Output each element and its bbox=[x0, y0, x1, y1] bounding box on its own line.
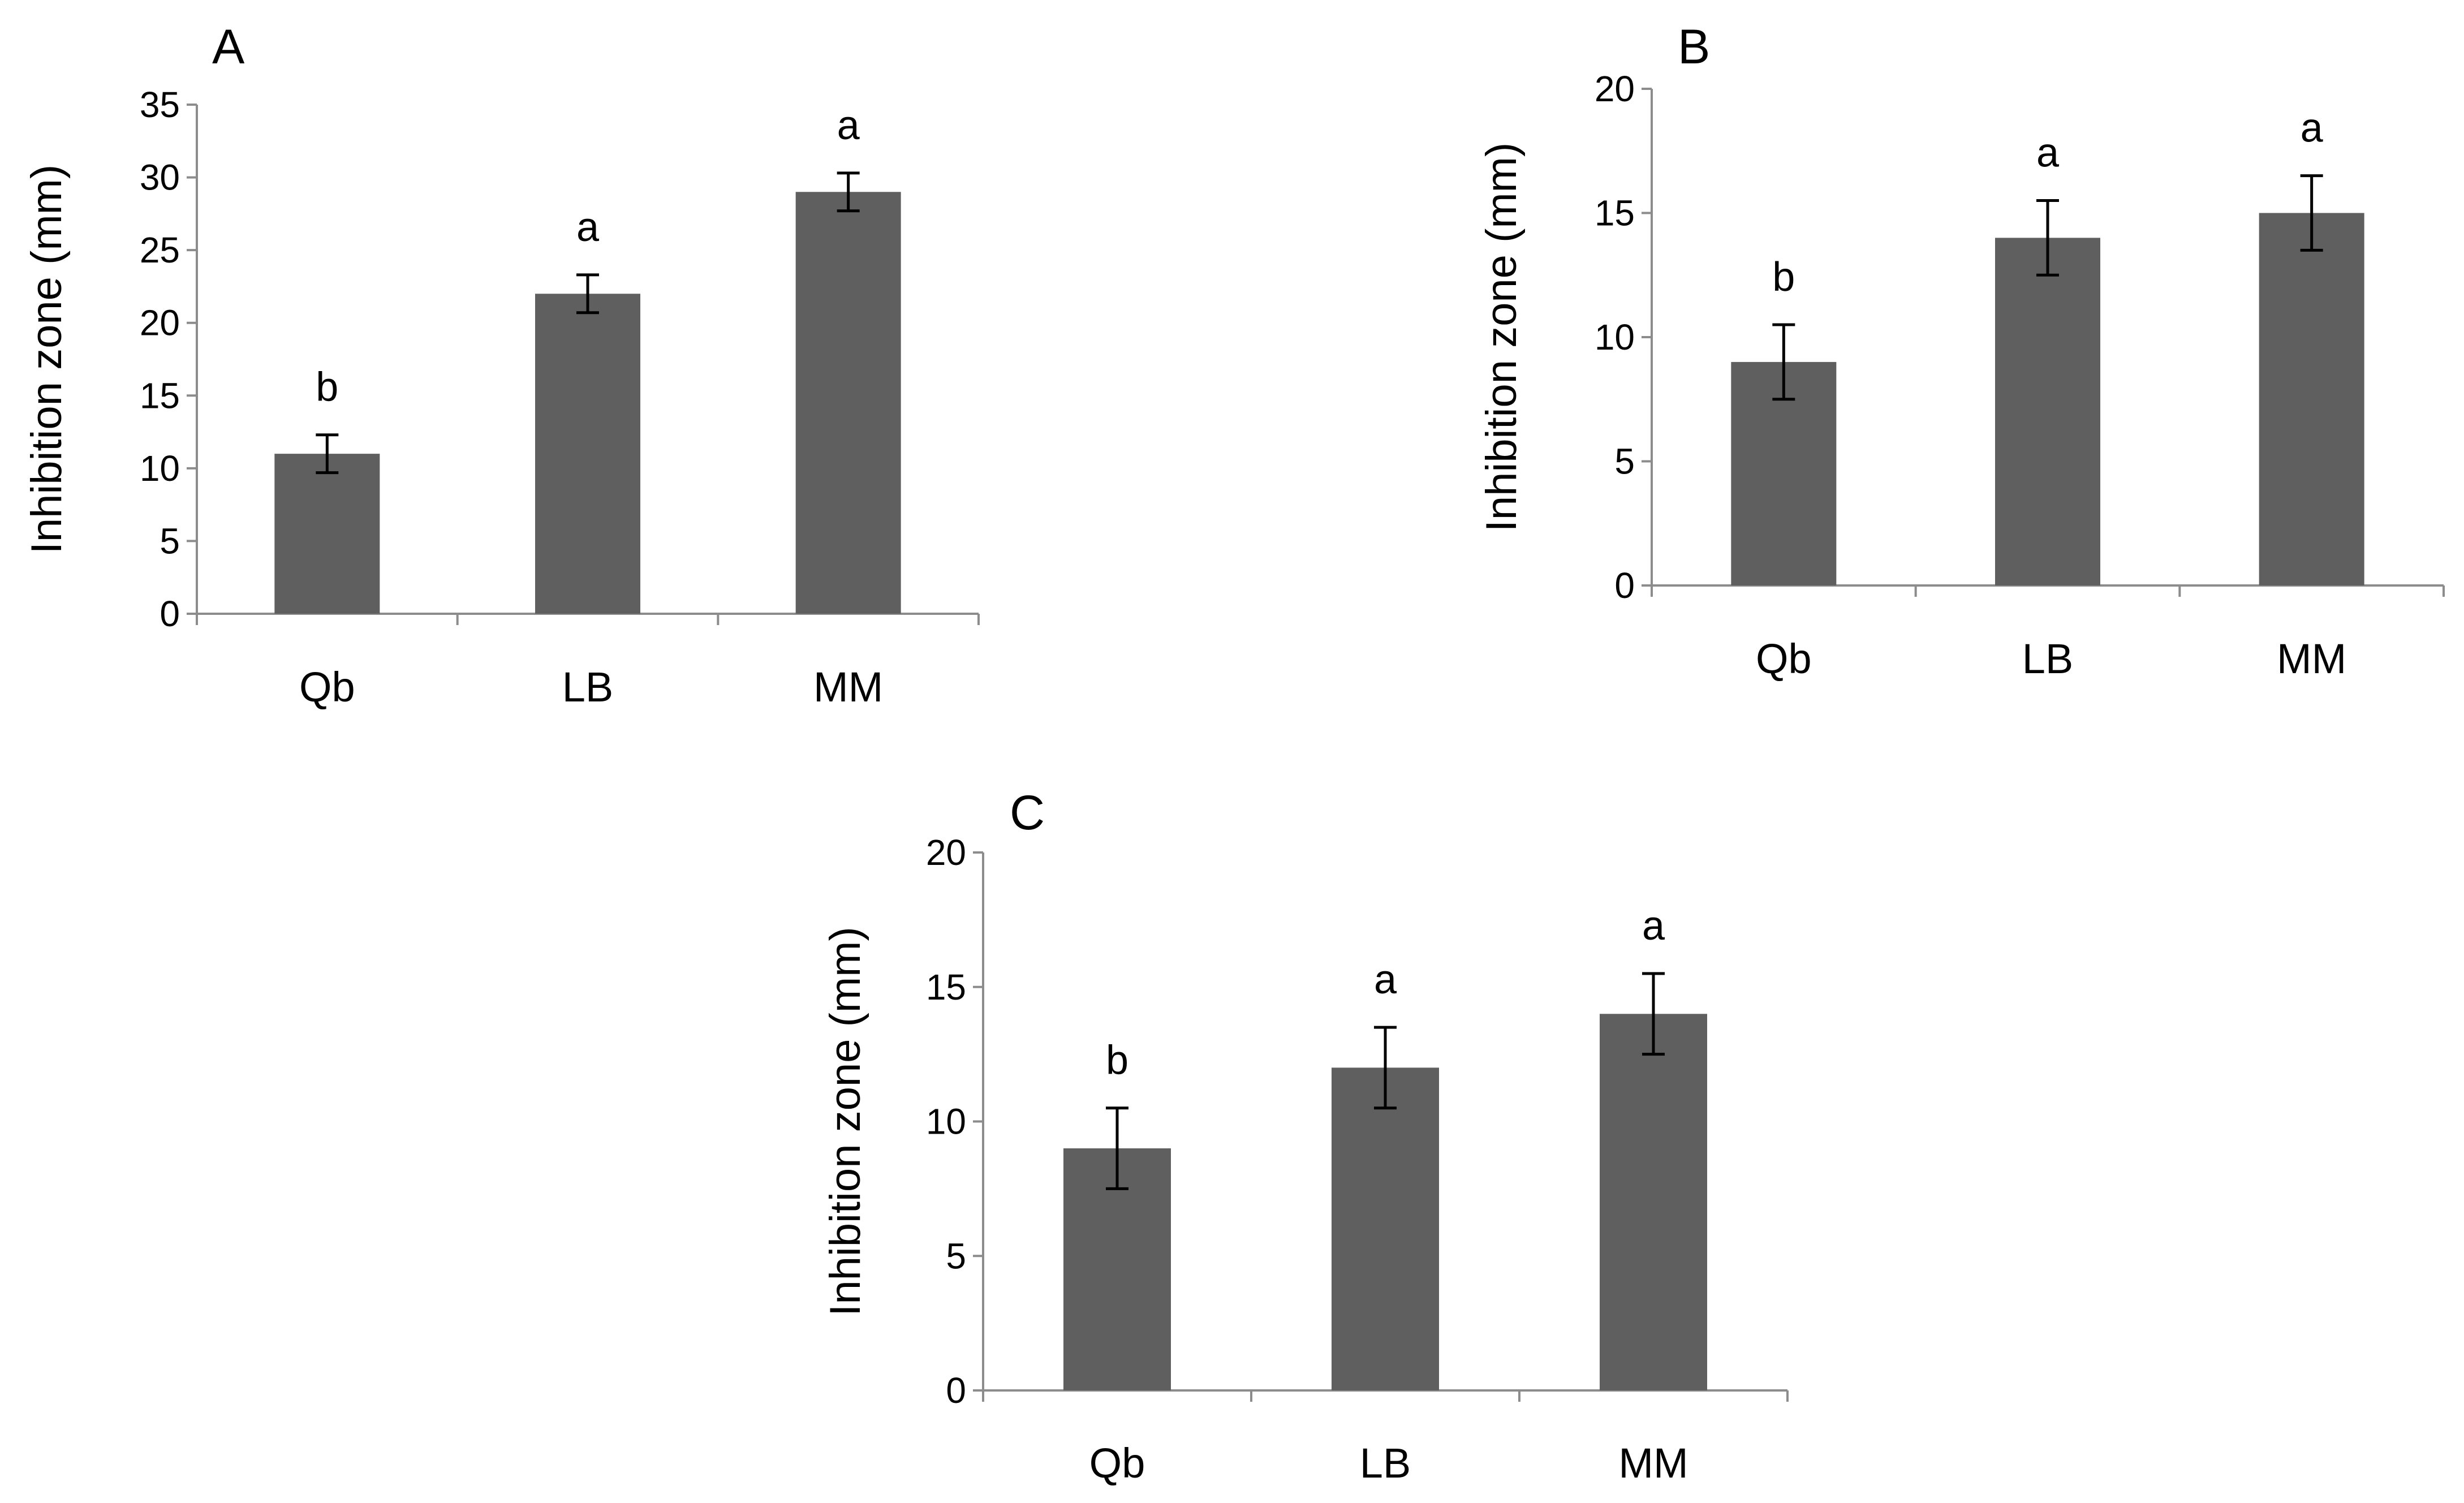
bar-lb bbox=[1332, 1067, 1439, 1390]
significance-letter-lb: a bbox=[576, 205, 600, 250]
significance-letter-mm: a bbox=[1642, 903, 1665, 949]
bar-mm bbox=[1600, 1014, 1707, 1390]
y-tick-label: 0 bbox=[946, 1370, 966, 1411]
x-category-label-mm: MM bbox=[1618, 1440, 1688, 1487]
significance-letter-lb: a bbox=[2036, 131, 2060, 176]
bar-mm bbox=[2259, 213, 2364, 585]
x-category-label-lb: LB bbox=[1360, 1440, 1411, 1487]
y-tick-label: 15 bbox=[926, 967, 966, 1007]
significance-letter-mm: a bbox=[2301, 106, 2324, 151]
significance-letter-mm: a bbox=[837, 103, 860, 148]
y-axis-title: Inhibition zone (mm) bbox=[821, 927, 869, 1316]
y-tick-label: 5 bbox=[1614, 441, 1635, 482]
significance-letter-lb: a bbox=[1374, 957, 1397, 1002]
y-tick-label: 0 bbox=[1614, 565, 1635, 606]
significance-letter-qb: b bbox=[316, 365, 338, 410]
y-tick-label: 10 bbox=[140, 448, 180, 489]
y-tick-label: 20 bbox=[1595, 68, 1635, 109]
y-tick-label: 10 bbox=[926, 1101, 966, 1142]
y-tick-label: 20 bbox=[926, 832, 966, 873]
significance-letter-qb: b bbox=[1772, 255, 1795, 300]
bar-mm bbox=[795, 192, 901, 614]
y-tick-label: 5 bbox=[160, 520, 180, 561]
panel-letter-c: C bbox=[1010, 786, 1045, 840]
panel-letter-b: B bbox=[1678, 20, 1710, 74]
x-category-label-mm: MM bbox=[813, 664, 883, 710]
x-category-label-qb: Qb bbox=[1089, 1440, 1145, 1487]
x-category-label-lb: LB bbox=[2022, 635, 2074, 682]
x-category-label-mm: MM bbox=[2277, 635, 2346, 682]
x-category-label-lb: LB bbox=[562, 664, 614, 710]
bar-lb bbox=[535, 294, 640, 614]
x-category-label-qb: Qb bbox=[1756, 635, 1812, 682]
bar-qb bbox=[274, 454, 380, 614]
y-tick-label: 0 bbox=[160, 593, 180, 634]
y-tick-label: 30 bbox=[140, 157, 180, 198]
y-axis-title: Inhibition zone (mm) bbox=[1477, 143, 1526, 532]
y-tick-label: 15 bbox=[1595, 193, 1635, 234]
y-tick-label: 10 bbox=[1595, 317, 1635, 358]
y-axis-title: Inhibition zone (mm) bbox=[23, 165, 71, 554]
significance-letter-qb: b bbox=[1106, 1038, 1128, 1083]
y-tick-label: 35 bbox=[140, 84, 180, 125]
x-category-label-qb: Qb bbox=[299, 664, 355, 710]
y-tick-label: 15 bbox=[140, 375, 180, 416]
y-tick-label: 5 bbox=[946, 1235, 966, 1276]
y-tick-label: 25 bbox=[140, 230, 180, 270]
y-tick-label: 20 bbox=[140, 303, 180, 343]
bar-lb bbox=[1995, 238, 2100, 585]
panel-letter-a: A bbox=[212, 20, 245, 74]
